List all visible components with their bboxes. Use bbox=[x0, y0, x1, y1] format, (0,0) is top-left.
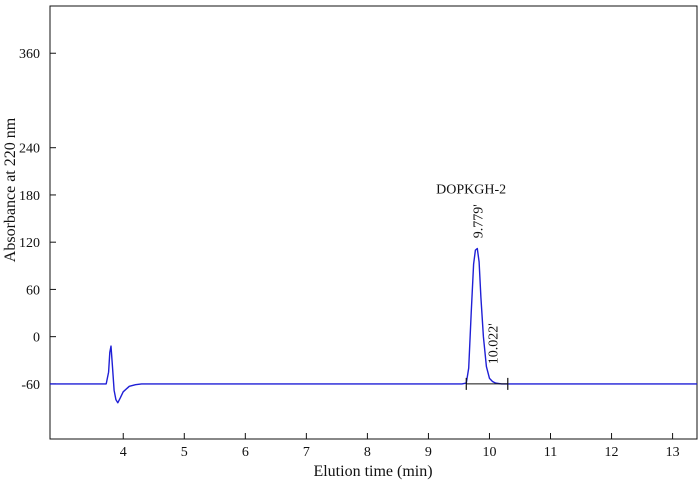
y-axis-title: Absorbance at 220 nm bbox=[2, 117, 19, 262]
x-tick-label: 5 bbox=[181, 445, 188, 460]
x-tick-label: 6 bbox=[242, 445, 249, 460]
x-tick-label: 11 bbox=[544, 445, 557, 460]
y-tick-label: 240 bbox=[19, 142, 40, 157]
x-tick-label: 4 bbox=[120, 445, 127, 460]
x-tick-label: 7 bbox=[303, 445, 310, 460]
y-tick-label: -60 bbox=[21, 378, 40, 393]
annotation-label: 10.022' bbox=[487, 323, 502, 364]
annotations: DOPKGH-2 9.779' 10.022' bbox=[436, 182, 506, 364]
y-axis-ticks: -60 0 60 120 180 240 360 bbox=[19, 47, 56, 393]
y-tick-label: 0 bbox=[33, 331, 40, 346]
annotation-label: 9.779' bbox=[471, 204, 486, 238]
x-tick-label: 12 bbox=[605, 445, 619, 460]
annotation-label: DOPKGH-2 bbox=[436, 182, 506, 197]
y-tick-label: 360 bbox=[19, 47, 40, 62]
peak-markers bbox=[465, 377, 509, 390]
y-tick-label: 180 bbox=[19, 189, 40, 204]
x-axis-ticks: 4 5 6 7 8 9 10 11 12 13 bbox=[120, 433, 680, 460]
x-tick-label: 8 bbox=[364, 445, 371, 460]
y-tick-label: 120 bbox=[19, 236, 40, 251]
x-tick-label: 10 bbox=[482, 445, 496, 460]
x-axis-title: Elution time (min) bbox=[313, 463, 432, 480]
series-line bbox=[50, 247, 697, 404]
x-tick-label: 13 bbox=[666, 445, 680, 460]
y-tick-label: 60 bbox=[26, 283, 40, 298]
plot-frame bbox=[49, 5, 698, 440]
x-tick-label: 9 bbox=[425, 445, 432, 460]
series-layer bbox=[50, 247, 697, 404]
